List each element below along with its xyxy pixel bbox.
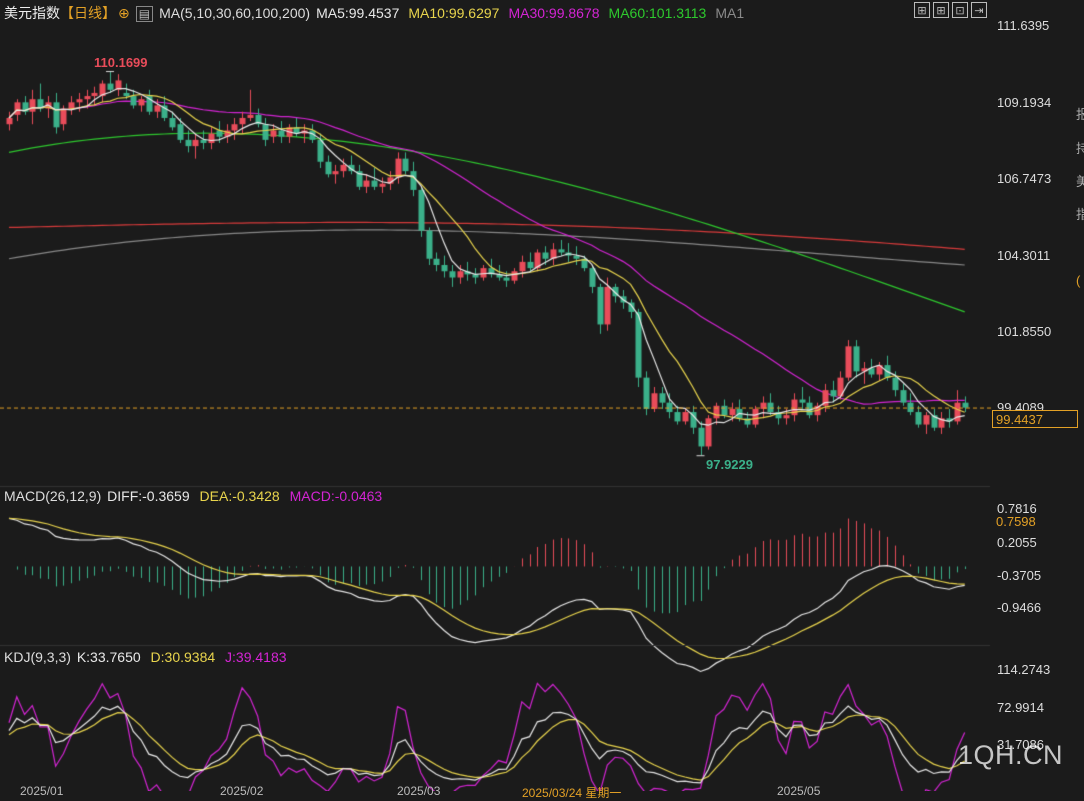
price-axis-label: 111.6395 xyxy=(997,18,1050,33)
kdj-header: KDJ(9,3,3) K:33.7650 D:30.9384 J:39.4183 xyxy=(4,649,293,665)
macd-diff: DIFF:-0.3659 xyxy=(107,488,190,504)
next-icon[interactable]: ⇥ xyxy=(971,2,987,18)
edge-text: 持 xyxy=(1076,141,1084,156)
ma-label: MA(5,10,30,60,100,200) xyxy=(159,5,311,21)
kdj-d: D:30.9384 xyxy=(150,649,216,665)
price-axis-label: 106.7473 xyxy=(997,171,1052,186)
price-axis-label: 109.1934 xyxy=(997,95,1052,110)
ma-value-3: MA60:101.3113 xyxy=(608,5,707,21)
main-chart-header: 美元指数【日线】 ⊕ ▤ MA(5,10,30,60,100,200) MA5:99.4… xyxy=(4,3,759,23)
crosshair-date-label: 2025/03/24 星期一 xyxy=(522,786,622,800)
macd-axis-label: -0.3705 xyxy=(997,568,1042,583)
ma-settings-icon[interactable]: ▤ xyxy=(135,6,154,22)
crosshair-icon[interactable]: ⊕ xyxy=(118,5,130,21)
ma-value-4: MA1 xyxy=(715,5,745,21)
macd-axis-label: 0.2055 xyxy=(997,535,1037,550)
grid-icon[interactable]: ⊞ xyxy=(933,2,949,18)
kdj-axis-label: 114.2743 xyxy=(997,662,1051,677)
macd-axis-label: -0.9466 xyxy=(997,600,1042,615)
ma-values: MA5:99.4537 MA10:99.6297 MA30:99.8678 MA60:… xyxy=(316,5,753,21)
ma-value-1: MA10:99.6297 xyxy=(408,5,500,21)
macd-axis-label: 0.7816 xyxy=(997,501,1037,516)
x-date-label: 2025/02 xyxy=(220,784,264,798)
instrument-title: 美元指数 xyxy=(4,5,60,21)
x-date-label: 2025/01 xyxy=(20,784,64,798)
edge-text: 报 xyxy=(1076,107,1084,122)
edge-text: 指 xyxy=(1076,207,1084,222)
kdj-axis-label: 72.9914 xyxy=(997,700,1044,715)
kdj-label: KDJ(9,3,3) xyxy=(4,649,71,665)
ma-value-2: MA30:99.8678 xyxy=(508,5,600,21)
kdj-axis-label: 31.7086 xyxy=(997,737,1044,752)
low-label: 97.9229 xyxy=(706,457,753,472)
price-axis-label: 104.3011 xyxy=(997,248,1051,263)
last-price-badge: 99.4437 xyxy=(992,410,1078,428)
edge-text: ( xyxy=(1076,273,1081,288)
macd-value: MACD:-0.0463 xyxy=(289,488,383,504)
ma-value-0: MA5:99.4537 xyxy=(316,5,400,21)
macd-last-badge: 0.7598 xyxy=(996,514,1036,529)
macd-header: MACD(26,12,9) DIFF:-0.3659 DEA:-0.3428 M… xyxy=(4,488,388,504)
price-axis-label: 101.8550 xyxy=(997,324,1052,339)
macd-label: MACD(26,12,9) xyxy=(4,488,102,504)
high-label: 110.1699 xyxy=(94,55,148,70)
x-date-label: 2025/05 xyxy=(777,784,821,798)
x-date-label: 2025/03 xyxy=(397,784,441,798)
kdj-k: K:33.7650 xyxy=(76,649,141,665)
toolbar: ⊞ ⊞ ⊡ ⇥ xyxy=(914,2,987,18)
period-selector[interactable]: 【日线】 xyxy=(60,5,116,21)
grid-icon[interactable]: ⊞ xyxy=(914,2,930,18)
watermark: 1QH.CN xyxy=(958,740,1064,770)
export-icon[interactable]: ⊡ xyxy=(952,2,968,18)
edge-text: 美 xyxy=(1076,174,1084,189)
macd-dea: DEA:-0.3428 xyxy=(199,488,280,504)
kdj-j: J:39.4183 xyxy=(225,649,287,665)
